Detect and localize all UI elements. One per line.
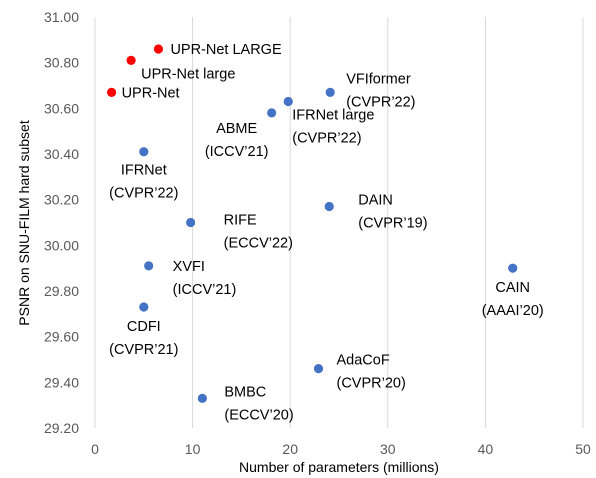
y-tick-label: 29.60 <box>44 329 79 345</box>
y-tick-label: 30.80 <box>44 55 79 71</box>
tick-labels: 0 10 20 30 40 50 29.20 29.40 29.60 29.80 30.00 30.2… <box>44 9 591 457</box>
point-labels: UPR-Net LARGE UPR-Net large UPR-Net VFIform… <box>109 42 544 423</box>
data-point <box>106 87 117 97</box>
point-label: UPR-Net large <box>141 66 235 82</box>
y-tick-label: 30.60 <box>44 100 79 116</box>
x-tick-label: 0 <box>91 441 99 457</box>
y-tick-label: 30.00 <box>44 237 79 253</box>
x-axis-title: Number of parameters (millions) <box>239 459 439 475</box>
x-tick-label: 20 <box>282 441 298 457</box>
point-label: UPR-Net LARGE <box>170 42 282 58</box>
data-point <box>186 217 196 228</box>
point-label: ABME (ICCV’21) <box>205 121 269 160</box>
data-point <box>144 261 154 271</box>
data-point <box>139 147 149 157</box>
data-point <box>139 302 149 312</box>
x-tick-label: 40 <box>478 441 494 457</box>
data-point <box>508 263 518 273</box>
point-label: BMBC (ECCV’20) <box>224 384 293 423</box>
data-point <box>153 44 164 54</box>
data-point <box>313 364 324 374</box>
y-tick-label: 31.00 <box>44 9 79 25</box>
point-label: XVFI (ICCV’21) <box>173 259 237 298</box>
data-point <box>324 201 334 212</box>
data-point <box>283 96 293 107</box>
point-label: IFRNet (CVPR’22) <box>109 163 178 202</box>
y-tick-label: 29.20 <box>44 420 79 436</box>
y-tick-label: 30.40 <box>44 146 79 162</box>
x-tick-label: 10 <box>185 441 201 457</box>
point-label: CAIN (AAAI’20) <box>482 280 544 319</box>
x-tick-label: 50 <box>575 441 591 457</box>
data-points <box>106 44 518 403</box>
y-tick-label: 29.40 <box>44 374 79 390</box>
point-label: CDFI (CVPR’21) <box>109 319 178 358</box>
y-axis-title: PSNR on SNU-FILM hard subset <box>16 120 32 326</box>
point-label: AdaCoF (CVPR’20) <box>337 353 406 392</box>
data-point <box>126 55 136 65</box>
data-point <box>197 393 207 403</box>
x-tick-label: 30 <box>380 441 396 457</box>
grid-lines <box>94 17 584 428</box>
data-point <box>325 87 335 97</box>
point-label: DAIN (CVPR’19) <box>358 193 427 232</box>
y-tick-label: 30.20 <box>44 192 79 208</box>
point-label: IFRNet large (CVPR’22) <box>292 107 374 146</box>
point-label: UPR-Net <box>122 85 180 101</box>
y-tick-label: 29.80 <box>44 283 79 299</box>
data-point <box>267 108 277 118</box>
point-label: RIFE (ECCV’22) <box>224 213 293 252</box>
point-label: VFIformer (CVPR’22) <box>346 71 415 110</box>
